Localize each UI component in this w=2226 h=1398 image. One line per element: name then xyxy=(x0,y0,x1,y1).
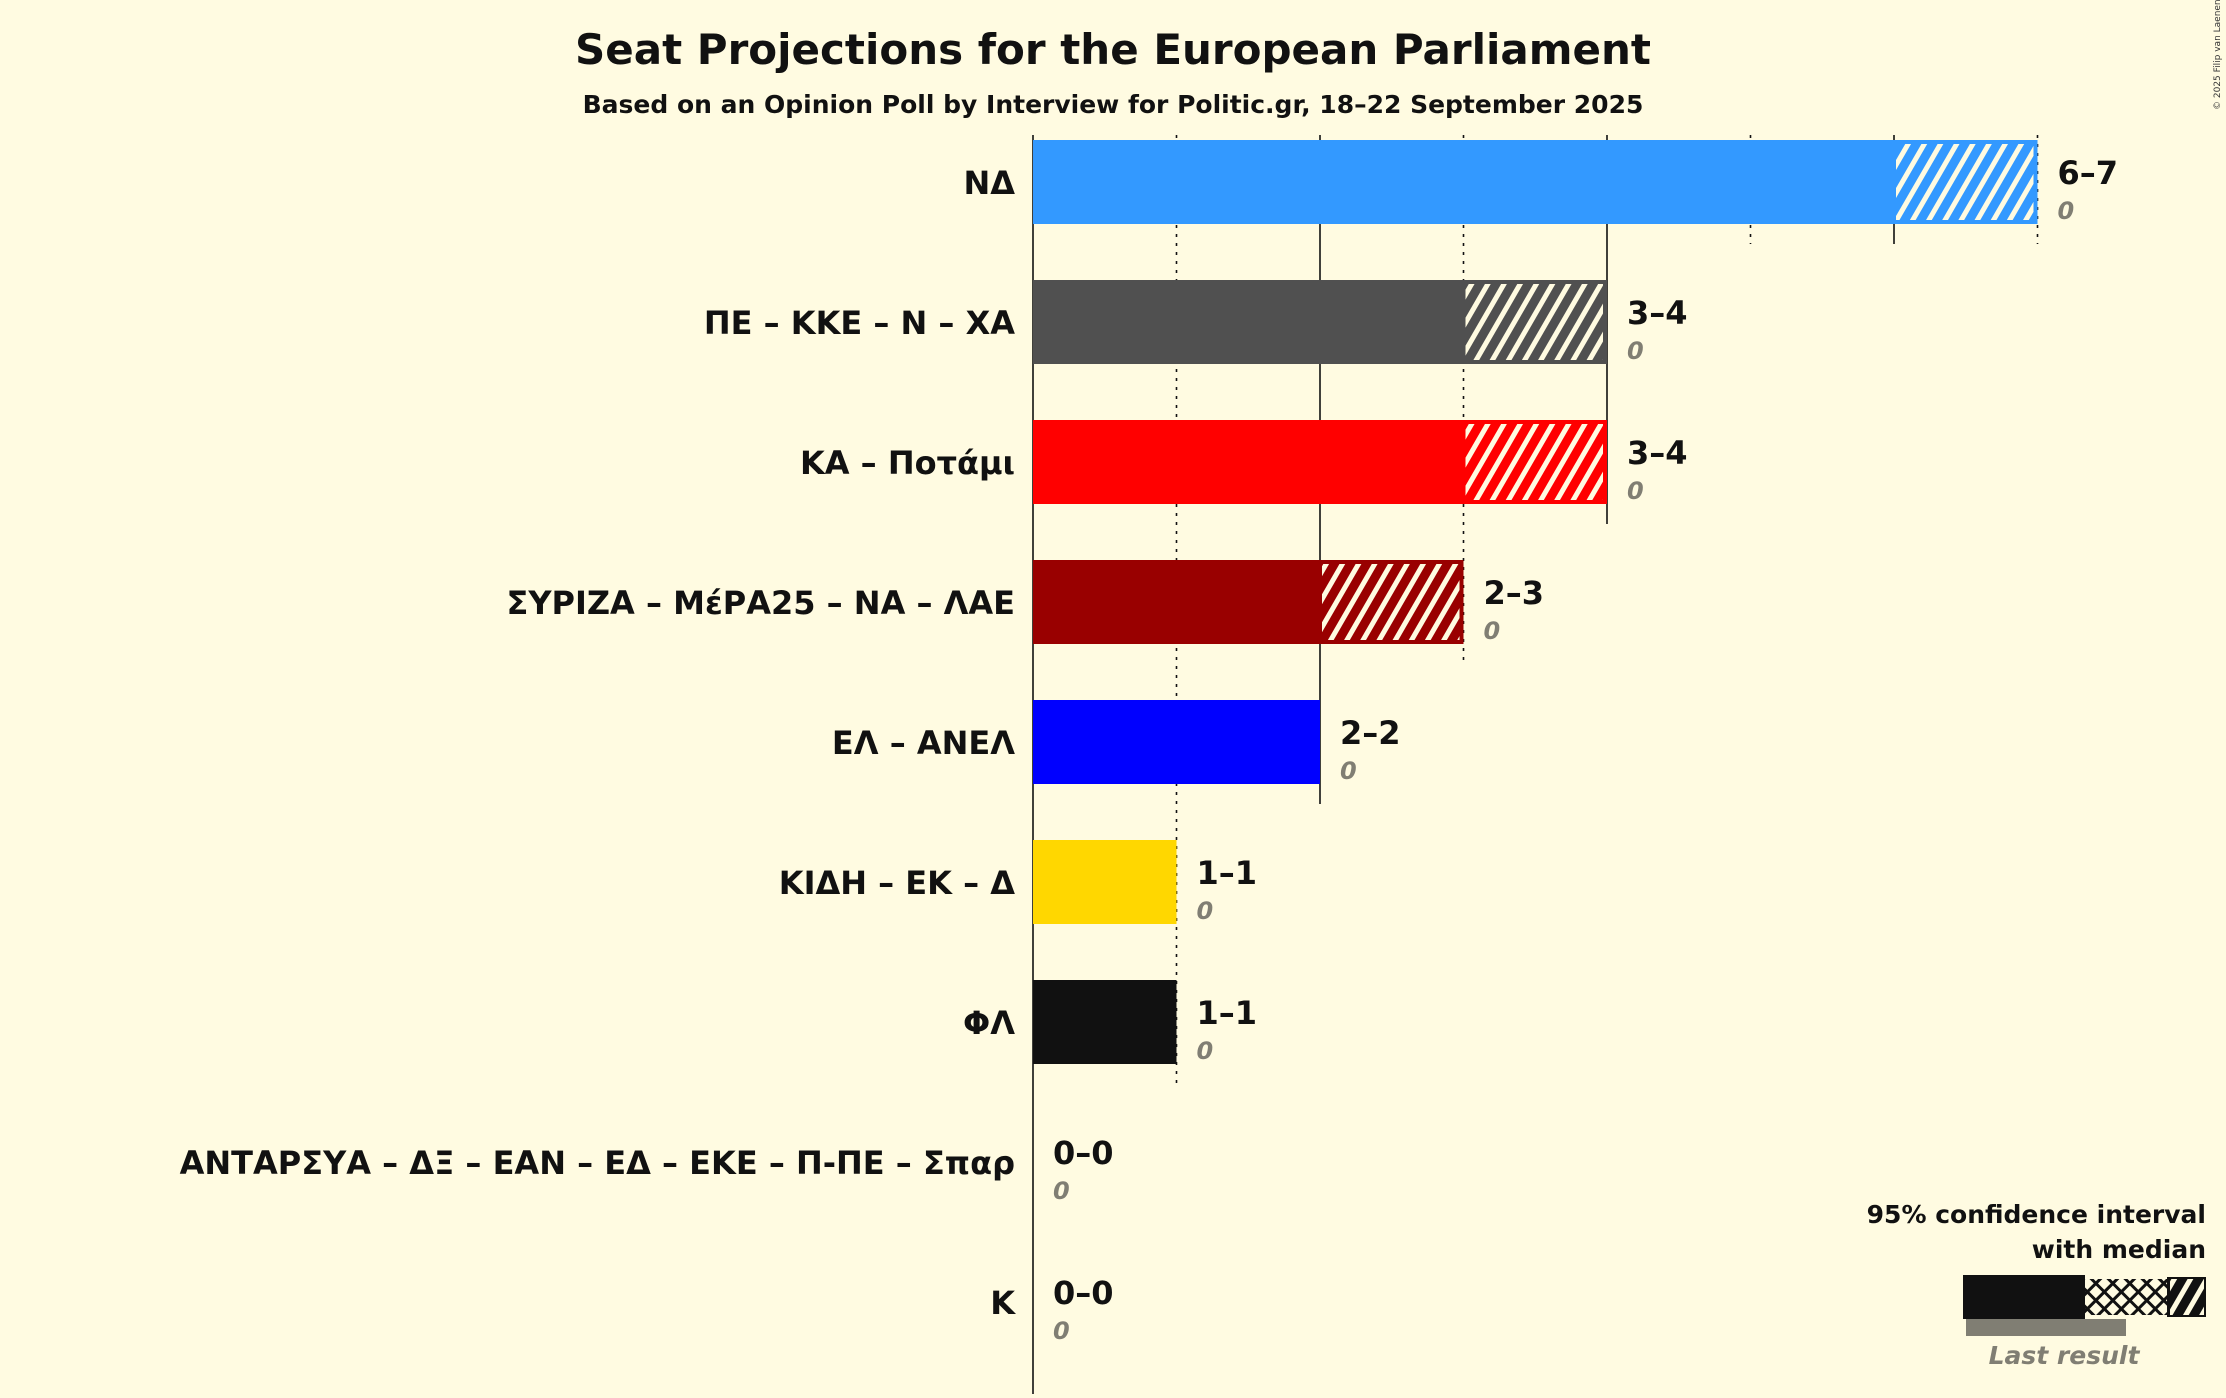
bar-row: ΣΥΡΙΖΑ – ΜέΡΑ25 – ΝΑ – ΛΑΕ 2–3 0 xyxy=(506,560,1544,645)
legend-last-result-label: Last result xyxy=(1989,1341,2141,1370)
bar-median xyxy=(1033,840,1177,924)
bar-ci-hatch xyxy=(1465,424,1603,500)
copyright: © 2025 Filip van Laenen xyxy=(2213,0,2223,110)
last-result-label: 0 xyxy=(1197,1037,1214,1065)
bar-median xyxy=(1033,420,1464,504)
range-label: 3–4 xyxy=(1627,434,1688,472)
party-label: ΚΙΔΗ – ΕΚ – Δ xyxy=(779,864,1015,902)
bar-ci-hatch xyxy=(1322,564,1460,640)
party-label: ΣΥΡΙΖΑ – ΜέΡΑ25 – ΝΑ – ΛΑΕ xyxy=(506,584,1015,622)
last-result-label: 0 xyxy=(1053,1317,1070,1345)
bar-row: ΚΙΔΗ – ΕΚ – Δ 1–1 0 xyxy=(779,840,1257,925)
bar-median xyxy=(1033,560,1320,644)
party-label: Κ xyxy=(990,1284,1016,1322)
last-result-label: 0 xyxy=(1627,477,1644,505)
bar-median xyxy=(1033,140,1894,224)
party-label: ΑΝΤΑΡΣΥΑ – ΔΞ – ΕΑΝ – ΕΔ – ΕΚΕ – Π-ΠΕ – … xyxy=(180,1144,1015,1182)
bar-row: ΝΔ 6–7 0 xyxy=(963,140,2118,225)
last-result-label: 0 xyxy=(1627,337,1644,365)
legend-median-hatch xyxy=(2085,1279,2167,1315)
last-result-label: 0 xyxy=(2058,197,2075,225)
bar-median xyxy=(1033,700,1320,784)
bar-row: ΕΛ – ΑΝΕΛ 2–2 0 xyxy=(832,700,1401,785)
range-label: 3–4 xyxy=(1627,294,1688,332)
range-label: 6–7 xyxy=(2058,154,2119,192)
legend-title-line2: with median xyxy=(2032,1235,2206,1264)
range-label: 0–0 xyxy=(1053,1134,1114,1172)
legend-upper-hatch-fill xyxy=(2170,1279,2204,1315)
last-result-label: 0 xyxy=(1340,757,1357,785)
last-result-label: 0 xyxy=(1197,897,1214,925)
bar-row: ΠΕ – ΚΚΕ – Ν – ΧΑ 3–4 0 xyxy=(704,280,1688,365)
bar-ci-hatch xyxy=(1465,284,1603,360)
legend-ci-bar xyxy=(1963,1275,2085,1319)
bar-median xyxy=(1033,280,1464,364)
party-label: ΕΛ – ΑΝΕΛ xyxy=(832,724,1015,762)
party-label: ΚΑ – Ποτάμι xyxy=(800,444,1015,482)
party-label: ΝΔ xyxy=(963,164,1015,202)
legend: 95% confidence interval with median Last… xyxy=(1867,1200,2206,1370)
legend-last-result-bar xyxy=(1966,1319,2126,1336)
bar-row: ΦΛ 1–1 0 xyxy=(963,980,1257,1065)
range-label: 2–2 xyxy=(1340,714,1401,752)
last-result-label: 0 xyxy=(1053,1177,1070,1205)
range-label: 2–3 xyxy=(1484,574,1545,612)
party-label: ΦΛ xyxy=(963,1004,1015,1042)
bar-row: ΚΑ – Ποτάμι 3–4 0 xyxy=(800,420,1688,505)
range-label: 0–0 xyxy=(1053,1274,1114,1312)
bar-ci-hatch xyxy=(1896,144,2034,220)
legend-title-line1: 95% confidence interval xyxy=(1867,1200,2206,1229)
bar-row: Κ 0–0 0 xyxy=(990,1274,1113,1345)
party-label: ΠΕ – ΚΚΕ – Ν – ΧΑ xyxy=(704,304,1015,342)
bar-row: ΑΝΤΑΡΣΥΑ – ΔΞ – ΕΑΝ – ΕΔ – ΕΚΕ – Π-ΠΕ – … xyxy=(180,1134,1114,1205)
bar-median xyxy=(1033,980,1177,1064)
last-result-label: 0 xyxy=(1484,617,1501,645)
chart-subtitle: Based on an Opinion Poll by Interview fo… xyxy=(583,90,1644,119)
range-label: 1–1 xyxy=(1197,994,1258,1032)
chart-title: Seat Projections for the European Parlia… xyxy=(575,25,1651,74)
range-label: 1–1 xyxy=(1197,854,1258,892)
